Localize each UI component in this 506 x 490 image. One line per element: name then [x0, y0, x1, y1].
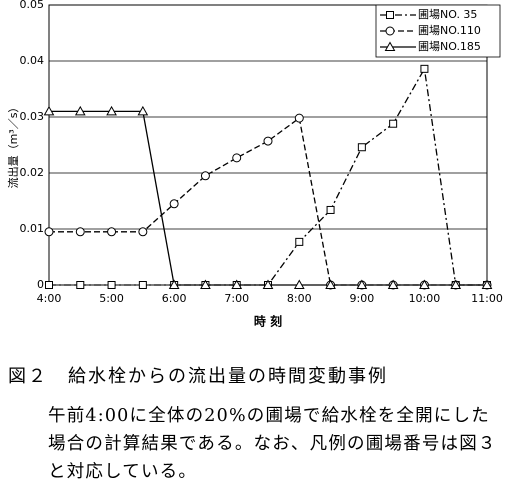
data-point — [231, 279, 243, 289]
data-point — [387, 279, 399, 289]
legend-marker — [385, 26, 395, 36]
data-point — [389, 119, 398, 128]
data-point — [168, 279, 180, 289]
y-tick-label: 0 — [37, 278, 44, 291]
data-point — [450, 279, 462, 289]
data-point — [325, 279, 336, 289]
x-axis-label: 時 刻 — [254, 314, 282, 329]
data-point — [356, 279, 368, 289]
data-point — [262, 279, 274, 289]
series-line — [49, 66, 487, 286]
x-tick-label: 4:00 — [37, 292, 62, 305]
legend-label: 圃場NO.185 — [418, 40, 481, 53]
data-point — [44, 227, 54, 237]
x-tick-label: 11:00 — [471, 292, 503, 305]
y-tick-label: 0.05 — [20, 0, 45, 11]
y-tick-label: 0.02 — [20, 166, 45, 179]
data-point — [43, 105, 55, 116]
x-tick-label: 9:00 — [350, 292, 375, 305]
data-point — [357, 143, 366, 152]
y-tick-label: 0.04 — [20, 54, 45, 67]
legend-label: 圃場NO.110 — [418, 24, 481, 37]
data-point — [137, 105, 149, 116]
caption-text: 午前4:00に全体の20%の圃場で給水栓を全開にした場合の計算結果である。なお、… — [48, 406, 497, 482]
x-tick-label: 8:00 — [287, 292, 312, 305]
data-point — [138, 227, 148, 237]
data-point — [295, 237, 304, 246]
legend-box — [375, 4, 501, 58]
data-point — [107, 227, 117, 237]
data-point — [45, 281, 53, 289]
data-point — [232, 153, 242, 163]
chart: 流出量（m³／s） 時 刻 0 0.01 0.02 0.03 0.04 0.05 4:00 5… — [6, 0, 503, 329]
legend-marker — [384, 41, 396, 51]
caption-title: 図２ 給水栓からの流出量の時間変動事例 — [8, 366, 388, 387]
data-point — [481, 279, 493, 289]
data-point — [294, 113, 304, 123]
y-tick-label: 0.03 — [20, 110, 45, 123]
data-point — [107, 281, 116, 289]
data-point — [76, 281, 85, 289]
data-point — [419, 279, 430, 289]
legend-marker — [386, 11, 394, 19]
data-point — [200, 279, 211, 289]
data-point — [169, 199, 179, 209]
x-tick-label: 5:00 — [99, 292, 124, 305]
x-tick-label: 7:00 — [224, 292, 249, 305]
data-point — [138, 281, 147, 289]
data-point — [200, 171, 210, 181]
y-tick-label: 0.01 — [20, 222, 45, 235]
y-axis-label: 流出量（m³／s） — [6, 102, 20, 189]
legend-label: 圃場NO. 35 — [418, 8, 477, 21]
data-point — [74, 105, 86, 116]
data-point — [293, 279, 305, 289]
data-point — [420, 64, 429, 73]
data-point — [106, 105, 117, 116]
data-point — [75, 227, 85, 237]
data-point — [326, 205, 335, 214]
x-tick-label: 6:00 — [162, 292, 187, 305]
data-point — [263, 136, 273, 146]
x-tick-label: 10:00 — [409, 292, 441, 305]
